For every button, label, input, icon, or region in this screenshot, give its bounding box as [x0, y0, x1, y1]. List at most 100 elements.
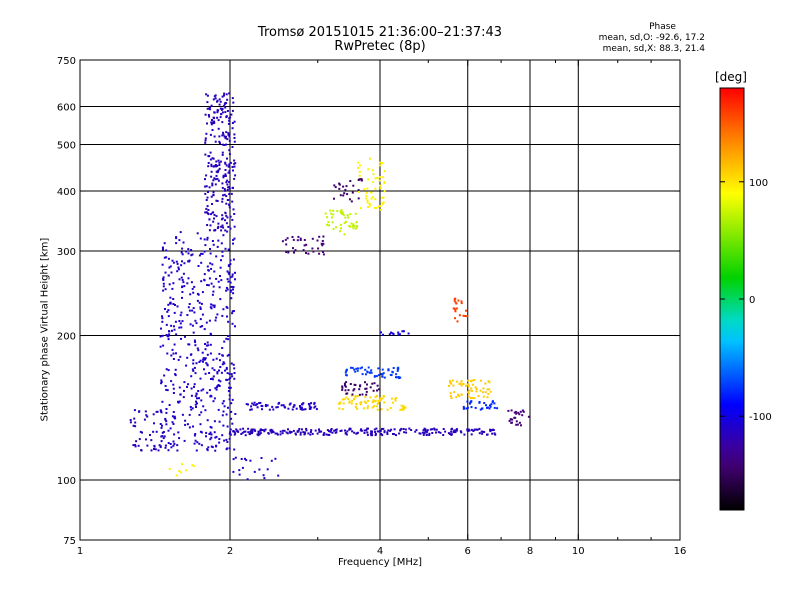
- data-point: [329, 209, 332, 212]
- data-point: [173, 442, 176, 445]
- data-point: [383, 182, 386, 184]
- data-point: [189, 323, 192, 326]
- data-point: [211, 446, 214, 449]
- data-point: [486, 406, 488, 409]
- data-point: [219, 160, 222, 163]
- data-point: [229, 433, 232, 436]
- data-point: [345, 185, 348, 188]
- data-point: [229, 259, 232, 262]
- data-point: [218, 438, 221, 440]
- data-point: [370, 371, 373, 374]
- data-point: [232, 242, 234, 245]
- data-point: [174, 320, 177, 323]
- data-point: [253, 401, 256, 404]
- data-point: [324, 212, 327, 215]
- data-point: [249, 408, 252, 411]
- data-point: [241, 466, 244, 469]
- data-point: [188, 426, 191, 429]
- data-point: [386, 433, 389, 435]
- data-point: [390, 374, 393, 377]
- data-point: [134, 444, 137, 446]
- data-point: [353, 225, 356, 228]
- data-point: [219, 142, 221, 145]
- data-point: [213, 111, 216, 114]
- y-tick-label: 200: [57, 332, 76, 343]
- data-point: [138, 438, 141, 441]
- data-point: [167, 449, 170, 452]
- data-point: [225, 131, 228, 134]
- data-point: [321, 244, 324, 247]
- data-point: [352, 184, 355, 187]
- data-point: [156, 410, 159, 413]
- data-point: [229, 161, 232, 164]
- data-point: [399, 376, 402, 379]
- data-point: [221, 255, 224, 258]
- data-point: [230, 417, 233, 420]
- data-point: [470, 406, 473, 409]
- data-point: [331, 221, 334, 224]
- data-point: [231, 398, 234, 401]
- data-point: [218, 369, 220, 372]
- data-point: [169, 296, 172, 299]
- data-point: [175, 474, 178, 477]
- data-point: [180, 337, 182, 340]
- data-point: [191, 324, 194, 327]
- data-point: [225, 286, 228, 289]
- data-point: [359, 164, 361, 167]
- data-point: [233, 367, 236, 370]
- data-point: [154, 448, 157, 451]
- data-point: [190, 394, 193, 397]
- data-point: [250, 405, 253, 408]
- data-point: [199, 377, 202, 380]
- data-point: [232, 208, 235, 211]
- y-tick-label: 500: [57, 141, 76, 152]
- data-point: [194, 372, 197, 375]
- data-point: [293, 404, 296, 407]
- data-point: [194, 344, 197, 347]
- data-point: [206, 107, 209, 110]
- data-point: [227, 390, 230, 393]
- data-point: [202, 358, 205, 361]
- data-point: [471, 379, 474, 382]
- data-point: [233, 237, 236, 240]
- data-point: [209, 151, 212, 154]
- data-point: [350, 222, 353, 225]
- data-point: [380, 428, 383, 430]
- data-point: [361, 393, 364, 396]
- x-tick-label: 4: [377, 546, 383, 557]
- data-point: [224, 106, 227, 109]
- data-point: [403, 406, 406, 409]
- data-point: [466, 406, 469, 409]
- data-point: [339, 401, 342, 404]
- data-point: [211, 129, 214, 131]
- data-point: [247, 403, 249, 406]
- data-point: [401, 407, 404, 410]
- data-point: [177, 401, 180, 404]
- data-point: [206, 341, 209, 344]
- data-point: [212, 157, 215, 160]
- data-point: [339, 230, 342, 233]
- data-point: [393, 428, 396, 431]
- data-point: [230, 362, 233, 365]
- data-point: [374, 399, 377, 402]
- data-point: [177, 431, 180, 434]
- data-point: [200, 389, 203, 392]
- data-point: [170, 380, 173, 383]
- data-point: [287, 251, 290, 254]
- data-point: [175, 260, 178, 263]
- data-point: [484, 391, 487, 394]
- data-point: [210, 303, 213, 306]
- data-point: [203, 368, 205, 371]
- data-point: [145, 414, 148, 417]
- data-point: [343, 382, 346, 385]
- data-point: [210, 170, 213, 173]
- data-point: [202, 360, 204, 363]
- data-point: [356, 369, 359, 372]
- data-point: [454, 309, 457, 312]
- data-point: [221, 214, 224, 217]
- data-point: [225, 337, 228, 340]
- data-point: [358, 393, 361, 396]
- data-point: [167, 442, 170, 444]
- data-point: [193, 311, 196, 314]
